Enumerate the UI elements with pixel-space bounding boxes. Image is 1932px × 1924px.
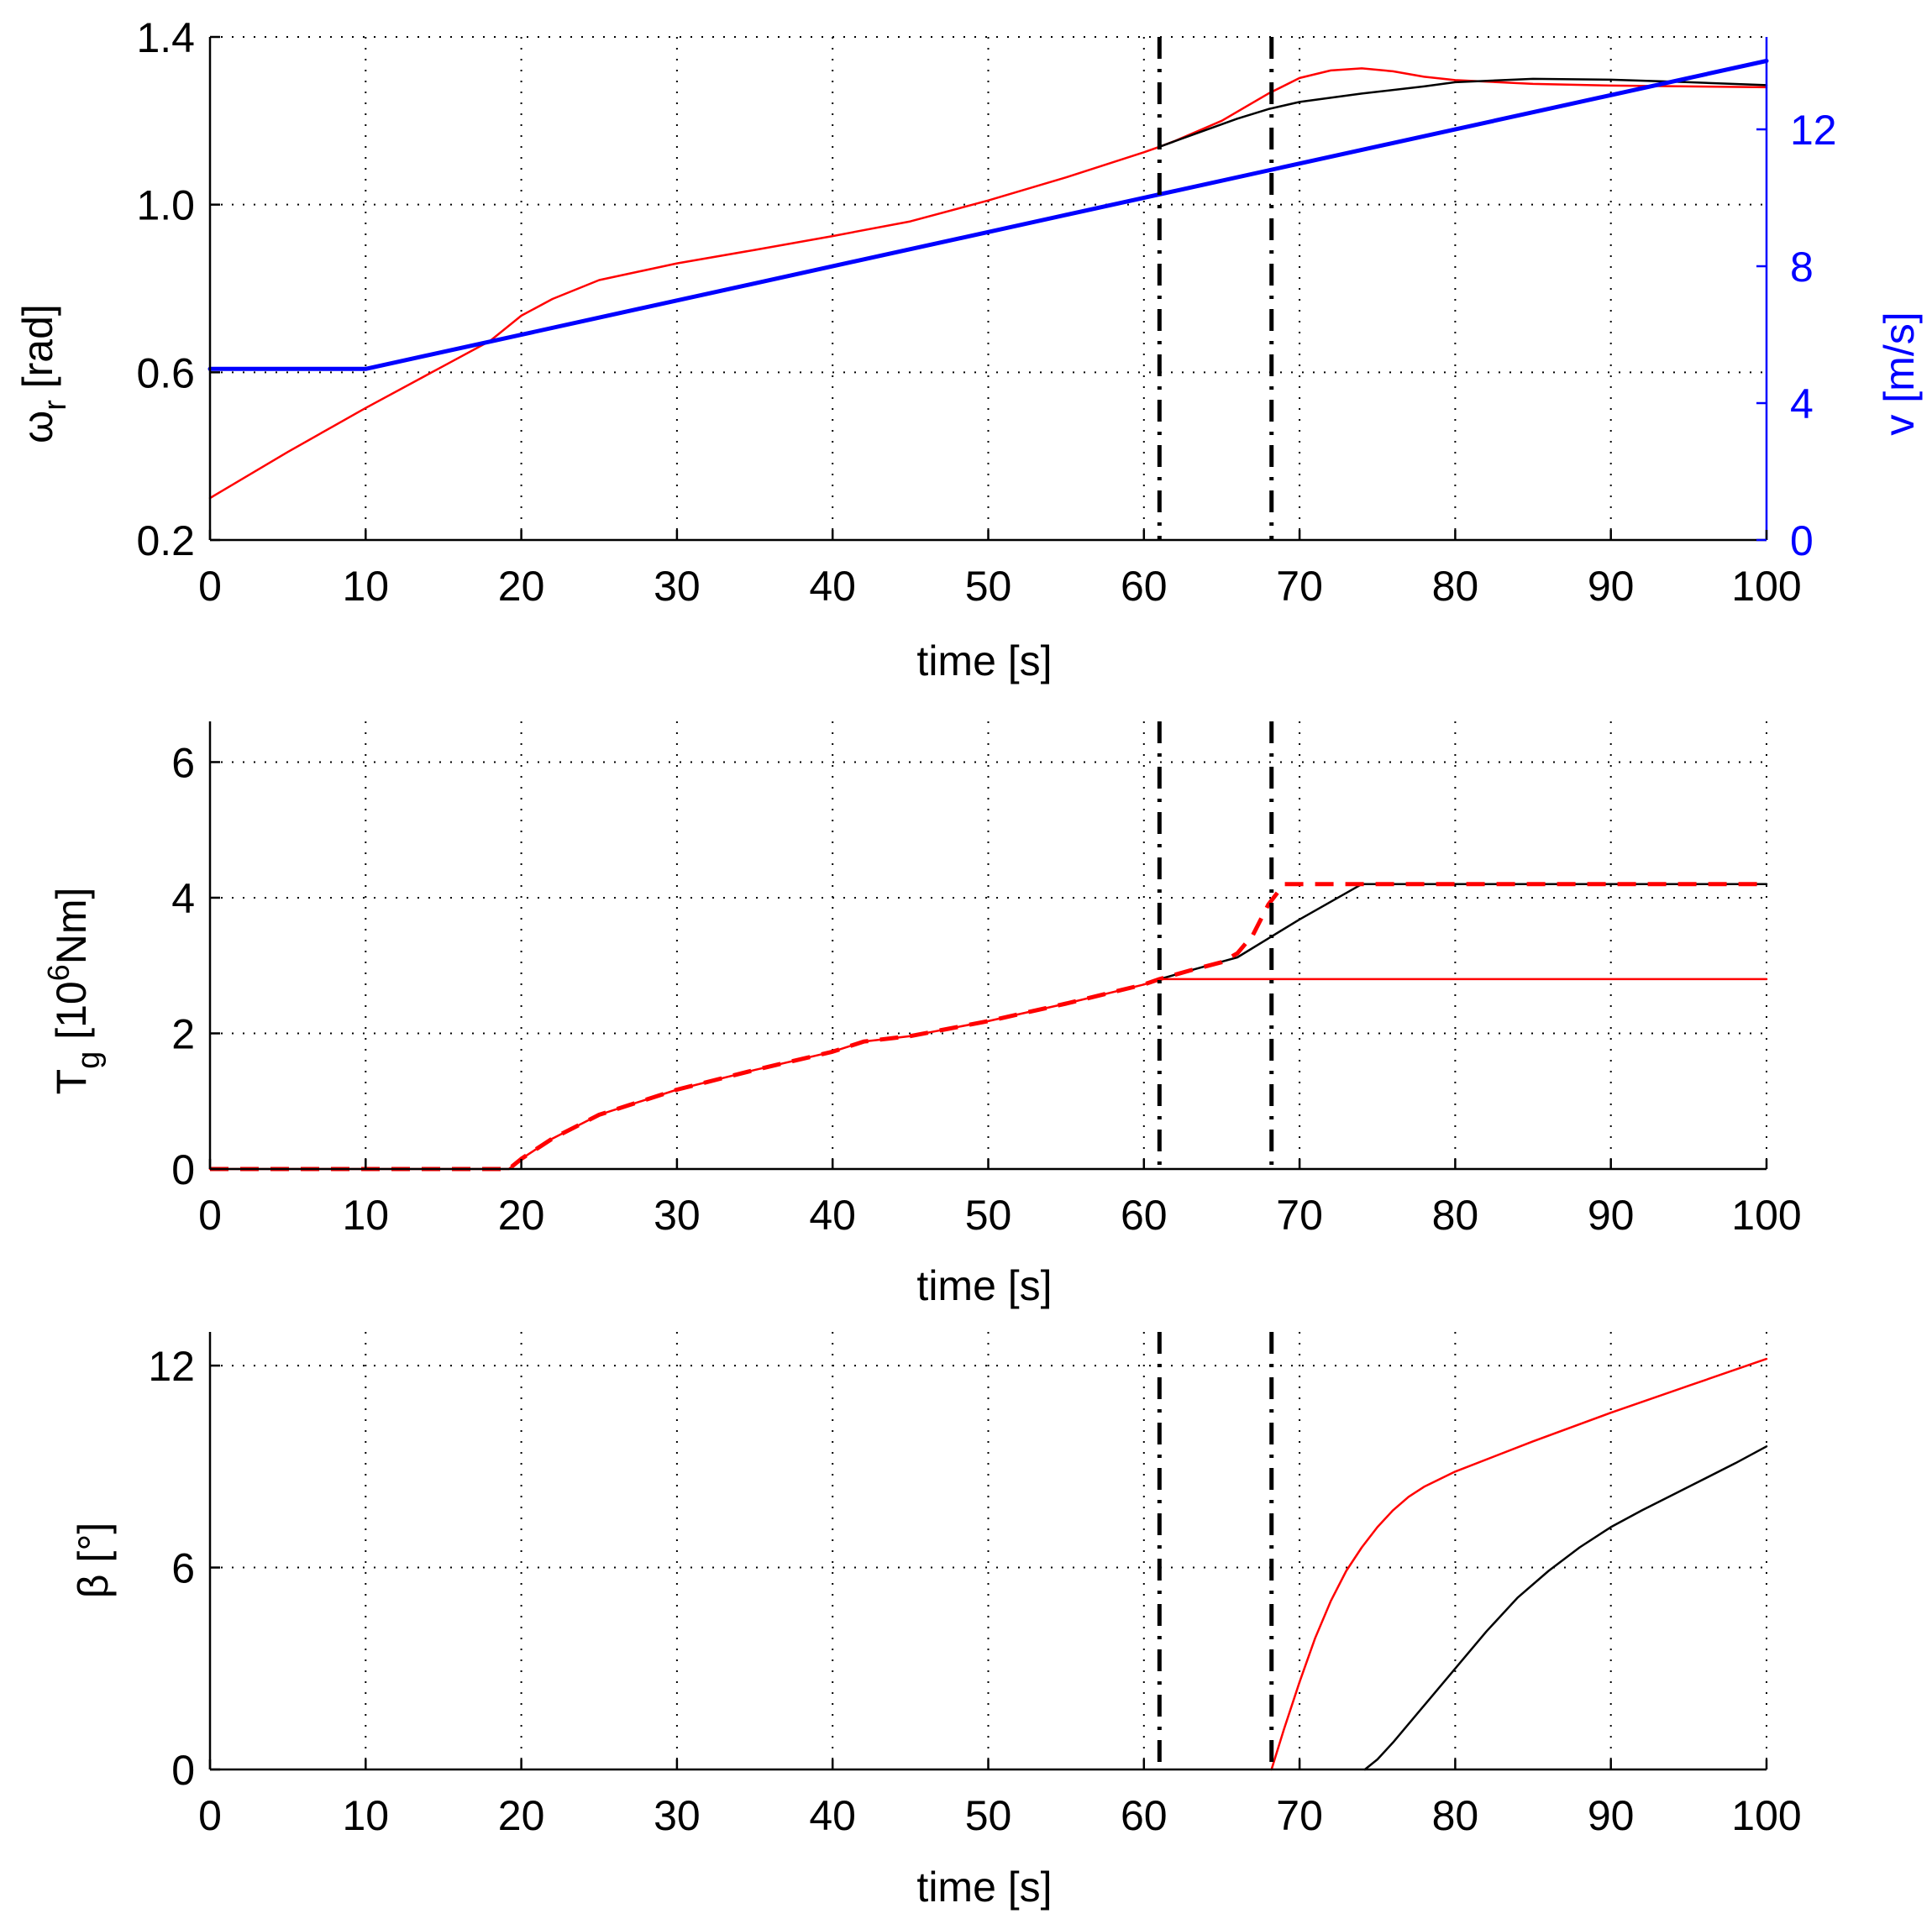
panel-generator-torque-plot: 0 10 20 30 40 50 60 70 80 90 100 0 2 4 6 — [171, 721, 1802, 1239]
x-tick-label: 60 — [1121, 563, 1168, 610]
x-tick-label: 30 — [654, 563, 701, 610]
x-tick-label: 40 — [809, 1792, 856, 1839]
x-tick-label: 30 — [654, 1192, 701, 1239]
series-omega_black — [1158, 77, 1768, 149]
y-tick-label: 4 — [171, 875, 195, 922]
x-tick-label: 20 — [498, 563, 545, 610]
series-torque_red_dashed — [210, 882, 1767, 1172]
x-tick-label: 30 — [654, 1792, 701, 1839]
x-tick-label: 10 — [342, 563, 389, 610]
x-tick-label: 20 — [498, 1192, 545, 1239]
torque-unit-close: Nm] — [48, 888, 95, 965]
panel-pitch-angle: 0 10 20 30 40 50 60 70 80 90 100 0 6 12 time [s] β [°… — [70, 1332, 1802, 1911]
panel-generator-torque: 0 10 20 30 40 50 60 70 80 90 100 0 2 4 6 time [s] Tg [… — [41, 721, 1802, 1309]
panel-pitch-angle-ylabel: β [°] — [70, 1523, 117, 1598]
panel-pitch-angle-plot: 0 10 20 30 40 50 60 70 80 90 100 0 6 12 — [148, 1332, 1802, 1839]
x-tick-label: 80 — [1432, 1792, 1479, 1839]
right-y-tick-label: 12 — [1790, 107, 1837, 154]
series-omega_red — [208, 67, 1768, 500]
y-tick-label: 6 — [171, 1545, 195, 1592]
series-torque_black — [1158, 883, 1768, 981]
series-pitch_red — [1270, 1357, 1768, 1771]
y-tick-label: 0 — [171, 1747, 195, 1794]
omega-unit: [rad] — [14, 304, 61, 400]
series-wind_speed — [207, 59, 1769, 371]
x-tick-label: 50 — [965, 1792, 1012, 1839]
x-tick-label: 90 — [1588, 1792, 1635, 1839]
x-tick-label: 50 — [965, 1192, 1012, 1239]
panel-pitch-angle-xlabel: time [s] — [916, 1864, 1052, 1911]
y-tick-label: 1.4 — [136, 14, 195, 61]
x-tick-label: 100 — [1731, 563, 1801, 610]
panel-generator-torque-xlabel: time [s] — [916, 1262, 1052, 1309]
x-tick-label: 70 — [1276, 1192, 1323, 1239]
y-tick-label: 12 — [148, 1343, 195, 1390]
x-tick-label: 50 — [965, 563, 1012, 610]
x-tick-label: 90 — [1588, 1192, 1635, 1239]
x-tick-label: 10 — [342, 1192, 389, 1239]
series-pitch_black — [1363, 1445, 1768, 1771]
x-tick-label: 60 — [1121, 1792, 1168, 1839]
x-tick-label: 100 — [1731, 1792, 1801, 1839]
x-tick-label: 90 — [1588, 563, 1635, 610]
series-torque_red_solid — [208, 978, 1768, 1171]
y-tick-label: 1.0 — [136, 182, 195, 229]
right-y-tick-label: 4 — [1790, 380, 1814, 427]
torque-subscript: g — [71, 1051, 107, 1069]
panel-rotor-speed: 0 10 20 30 40 50 60 70 80 90 1000.20.61.01.404812 … — [14, 14, 1923, 684]
y-tick-label: 0.6 — [136, 349, 195, 396]
x-tick-label: 70 — [1276, 1792, 1323, 1839]
y-tick-label: 0.2 — [136, 517, 195, 564]
y-tick-label: 2 — [171, 1010, 195, 1057]
x-tick-label: 40 — [809, 563, 856, 610]
torque-unit-exponent: 6 — [41, 964, 76, 981]
x-tick-label: 60 — [1121, 1192, 1168, 1239]
x-tick-label: 100 — [1731, 1192, 1801, 1239]
panel-rotor-speed-plot: 0 10 20 30 40 50 60 70 80 90 100 0.2 0.6 1.0 1.4 0 4 8 12 — [136, 14, 1836, 610]
x-tick-label: 10 — [342, 1792, 389, 1839]
panel-rotor-speed-ylabel: ωr [rad] — [14, 304, 73, 443]
x-tick-label: 20 — [498, 1792, 545, 1839]
omega-subscript: r — [38, 400, 73, 411]
torque-symbol: T — [48, 1069, 95, 1095]
x-tick-label: 0 — [198, 563, 222, 610]
y-tick-label: 0 — [171, 1146, 195, 1193]
x-tick-label: 80 — [1432, 1192, 1479, 1239]
panel-rotor-speed-xlabel: time [s] — [916, 637, 1052, 684]
right-y-tick-label: 8 — [1790, 244, 1814, 291]
right-y-tick-label: 0 — [1790, 517, 1814, 564]
torque-unit-open: [10 — [48, 981, 95, 1051]
x-tick-label: 0 — [198, 1792, 222, 1839]
y-tick-label: 6 — [171, 739, 195, 786]
x-tick-label: 80 — [1432, 563, 1479, 610]
x-tick-label: 0 — [198, 1192, 222, 1239]
panel-generator-torque-ylabel: Tg [106Nm] — [41, 888, 107, 1095]
x-tick-label: 40 — [809, 1192, 856, 1239]
panel-rotor-speed-right-ylabel: v [m/s] — [1876, 312, 1923, 435]
omega-symbol: ω — [14, 411, 61, 443]
x-tick-label: 70 — [1276, 563, 1323, 610]
